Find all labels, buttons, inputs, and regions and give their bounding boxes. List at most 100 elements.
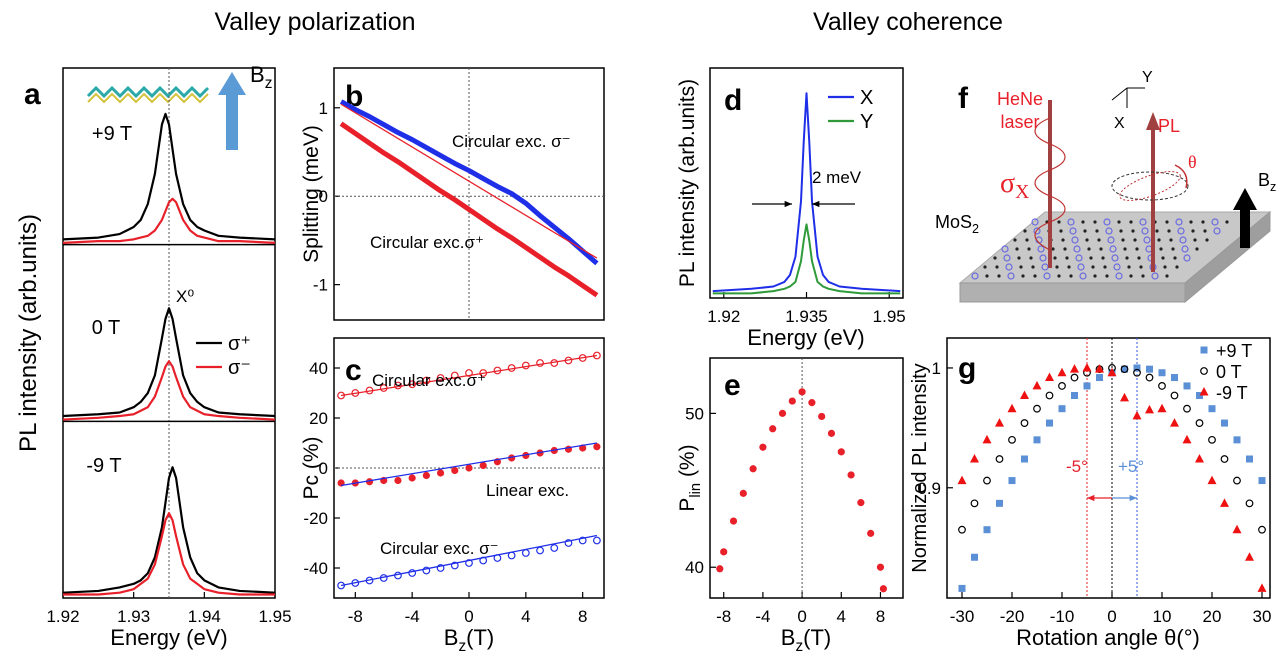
y-tick-label: -1: [313, 276, 328, 295]
lattice-atom: [1091, 265, 1095, 269]
y-tick-label: 20: [309, 409, 328, 428]
x-tick-label: 1.92: [46, 607, 79, 626]
x-tick-label: 8: [876, 607, 885, 626]
lattice-atom: [995, 265, 999, 269]
lattice-atom: [1109, 245, 1117, 253]
data-line: [62, 307, 276, 418]
angle-label: θ: [1188, 152, 1197, 172]
marker: [716, 565, 724, 573]
marker: [720, 548, 728, 556]
y-tick-label: 40: [309, 359, 328, 378]
lattice-atom: [1093, 220, 1097, 224]
marker: [983, 526, 991, 534]
panel-letter: f: [958, 82, 969, 115]
marker: [1033, 404, 1041, 413]
marker: [465, 559, 473, 567]
lattice-atom: [983, 265, 987, 269]
lattice-atom: [1031, 218, 1039, 226]
lattice-atom: [1161, 256, 1165, 260]
annotation: Circular exc. σ⁻: [452, 132, 571, 151]
data-line: [62, 466, 276, 594]
label-part: σ: [1000, 168, 1015, 199]
label-part: (T): [803, 625, 831, 650]
lattice-atom: [1077, 263, 1085, 271]
arrowhead: [1129, 494, 1137, 502]
lattice-atom: [993, 256, 997, 260]
marker: [876, 563, 885, 571]
marker: [408, 569, 417, 577]
lattice-atom: [1181, 245, 1189, 253]
x-tick-label: 1.95: [873, 307, 906, 326]
lattice-atom: [1067, 265, 1071, 269]
x-tick-label: -4: [405, 607, 420, 626]
lattice-atom: [1205, 238, 1209, 242]
marker: [1083, 382, 1091, 390]
y-axis-label: Splitting (meV): [300, 125, 323, 263]
marker: [1133, 368, 1141, 377]
lattice-atom: [1129, 220, 1133, 224]
x-tick-label: 0: [464, 607, 473, 626]
annotation: Circular exc.σ⁺: [372, 371, 486, 390]
marker: [837, 448, 845, 456]
fit-line: [340, 534, 598, 587]
marker: [1246, 455, 1253, 463]
fit-line: [340, 103, 598, 259]
y-tick-label: 50: [685, 404, 704, 423]
lattice-atom: [1105, 227, 1113, 235]
marker: [1007, 403, 1017, 413]
marker: [759, 443, 767, 451]
marker: [1045, 391, 1054, 400]
lattice-atom: [1139, 265, 1143, 269]
lattice-atom: [1119, 229, 1123, 233]
marker: [1033, 436, 1041, 444]
lattice-atom: [1039, 254, 1047, 262]
lattice-atom: [1099, 247, 1103, 251]
marker: [1158, 382, 1166, 390]
data-line: [62, 197, 276, 244]
marker: [983, 476, 991, 485]
x-tick-label: 1.95: [258, 607, 291, 626]
annotation: X⁰: [176, 287, 194, 306]
marker: [729, 517, 738, 525]
marker: [1233, 476, 1241, 485]
field-arrow: [1233, 188, 1257, 248]
lattice-atom: [1025, 238, 1029, 242]
field-label: Bz: [1258, 170, 1276, 194]
y-axis-label: Normalized PL intensity: [909, 363, 931, 572]
lattice-atom: [1019, 265, 1023, 269]
marker: [1158, 369, 1166, 377]
lattice-atom: [1201, 220, 1205, 224]
marker: [1220, 455, 1229, 463]
label-part: lin: [688, 483, 704, 498]
marker: [1008, 477, 1016, 485]
axis-label: Y: [1142, 69, 1153, 86]
lattice-atom: [1097, 238, 1101, 242]
marker: [1045, 372, 1054, 382]
marker: [1183, 404, 1191, 413]
y-tick-label: 40: [685, 558, 704, 577]
lattice-atom: [1111, 254, 1119, 262]
lattice-atom: [1113, 263, 1121, 271]
marker: [1120, 392, 1129, 402]
x-axis-label: Energy (eV): [110, 625, 227, 650]
lattice-atom: [1131, 229, 1135, 233]
x-tick-label: 1.93: [117, 607, 150, 626]
lattice-atom: [1061, 238, 1065, 242]
annotation: Circular exc. σ⁻: [380, 539, 499, 558]
marker: [337, 479, 345, 487]
marker: [1070, 364, 1079, 373]
lattice-atom: [1195, 247, 1199, 251]
plot-frame: [709, 357, 904, 599]
marker: [593, 443, 601, 451]
marker: [1008, 435, 1016, 444]
label-part: (T): [466, 625, 494, 650]
x-tick-label: 30: [1253, 607, 1272, 626]
label-part: B: [1258, 170, 1270, 190]
lattice-atom: [1079, 272, 1087, 280]
polarization-label: σX: [1000, 168, 1029, 203]
axis-label: X: [1114, 115, 1125, 132]
section-heading: Valley polarization: [214, 8, 415, 36]
y-tick-label: 1: [932, 359, 941, 378]
marker: [1233, 436, 1241, 444]
